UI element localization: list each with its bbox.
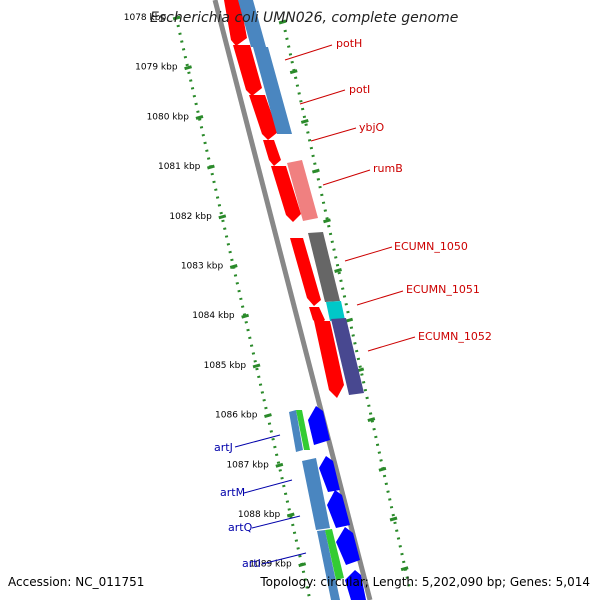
kbp-tick	[286, 512, 295, 518]
cds-red[interactable]	[314, 321, 344, 398]
sequence-backbone	[212, 0, 373, 600]
kbp-tick	[345, 317, 354, 323]
gene-ECUMN_1051[interactable]	[326, 301, 345, 321]
kbp-label: 1081 kbp	[158, 162, 201, 172]
kbp-label: 1087 kbp	[226, 460, 269, 470]
cds-blue[interactable]	[319, 456, 340, 492]
kbp-tick	[289, 69, 298, 75]
cds-red[interactable]	[263, 140, 281, 166]
cds-red[interactable]	[290, 238, 321, 306]
kbp-tick	[184, 65, 192, 71]
cds-blue[interactable]	[327, 490, 350, 528]
gene-label-ECUMN_1051: ECUMN_1051	[406, 283, 480, 296]
kbp-label: 1083 kbp	[181, 262, 224, 272]
kbp-tick	[264, 413, 272, 419]
gene-label-ECUMN_1052: ECUMN_1052	[418, 330, 492, 343]
cds-red[interactable]	[233, 45, 262, 96]
gene-label-potI: potI	[349, 83, 370, 96]
kbp-tick	[389, 516, 398, 522]
kbp-tick	[400, 566, 409, 572]
gene-label-artJ: artJ	[214, 441, 233, 454]
kbp-tick	[367, 417, 376, 423]
kbp-tick	[300, 118, 309, 124]
genome-summary: Topology: circular; Length: 5,202,090 bp…	[260, 575, 590, 589]
kbp-tick	[311, 168, 320, 174]
kbp-label: 1086 kbp	[215, 411, 258, 421]
gene-artJ-green[interactable]	[296, 410, 310, 450]
kbp-tick	[252, 363, 261, 369]
reverse-leaders	[234, 434, 307, 565]
kbp-label: 1088 kbp	[238, 510, 281, 520]
gene-label-artI: artI	[242, 557, 261, 570]
kbp-label: 1089 kbp	[249, 560, 292, 570]
gene-artJ[interactable]	[289, 410, 303, 452]
kbp-tick	[172, 15, 181, 21]
gene-artQ[interactable]	[317, 530, 340, 600]
gene-label-artM: artM	[220, 486, 245, 499]
gene-ECUMN_1050[interactable]	[308, 232, 340, 302]
forward-leaders	[284, 44, 416, 352]
gene-label-artQ: artQ	[228, 521, 253, 534]
gene-label-rumB: rumB	[373, 162, 403, 175]
kbp-tick	[278, 19, 287, 25]
cds-blue[interactable]	[345, 570, 366, 600]
kbp-label: 1078 kbp	[124, 13, 167, 23]
kbp-label: 1085 kbp	[204, 361, 247, 371]
kbp-tick	[218, 214, 227, 220]
cds-red[interactable]	[249, 95, 278, 140]
gene-artI-green[interactable]	[325, 529, 344, 580]
gene-label-ybjO: ybjO	[359, 121, 385, 134]
kbp-scale: 1078 kbp 1079 kbp 1080 kbp 1081 kbp 1082 kbp…	[124, 13, 409, 572]
kbp-tick	[275, 462, 284, 468]
kbp-tick	[378, 466, 387, 472]
cds-red[interactable]	[309, 307, 325, 325]
kbp-tick	[323, 218, 331, 224]
accession-label: Accession: NC_011751	[8, 575, 145, 589]
gene-label-potH: potH	[336, 37, 362, 50]
gene-ECUMN_1052[interactable]	[331, 318, 364, 395]
kbp-tick	[241, 313, 250, 319]
gene-label-ECUMN_1050: ECUMN_1050	[394, 240, 468, 253]
gene-track	[224, 0, 366, 600]
cds-blue[interactable]	[308, 406, 330, 445]
kbp-label: 1079 kbp	[135, 63, 178, 73]
kbp-label: 1080 kbp	[147, 112, 190, 122]
kbp-label: 1082 kbp	[169, 212, 212, 222]
kbp-tick	[298, 562, 307, 568]
map-title: Escherichia coli UMN026, complete genome	[150, 10, 459, 26]
gene-artM[interactable]	[302, 458, 330, 530]
kbp-tick	[195, 114, 204, 120]
gene-potI[interactable]	[253, 47, 292, 134]
kbp-tick	[334, 268, 342, 273]
cds-blue[interactable]	[336, 527, 360, 565]
kbp-tick	[206, 164, 215, 170]
cds-red[interactable]	[271, 166, 301, 222]
kbp-label: 1084 kbp	[192, 311, 235, 321]
kbp-tick	[229, 264, 238, 269]
gene-rumB[interactable]	[287, 160, 318, 221]
gene-potH[interactable]	[238, 0, 266, 47]
